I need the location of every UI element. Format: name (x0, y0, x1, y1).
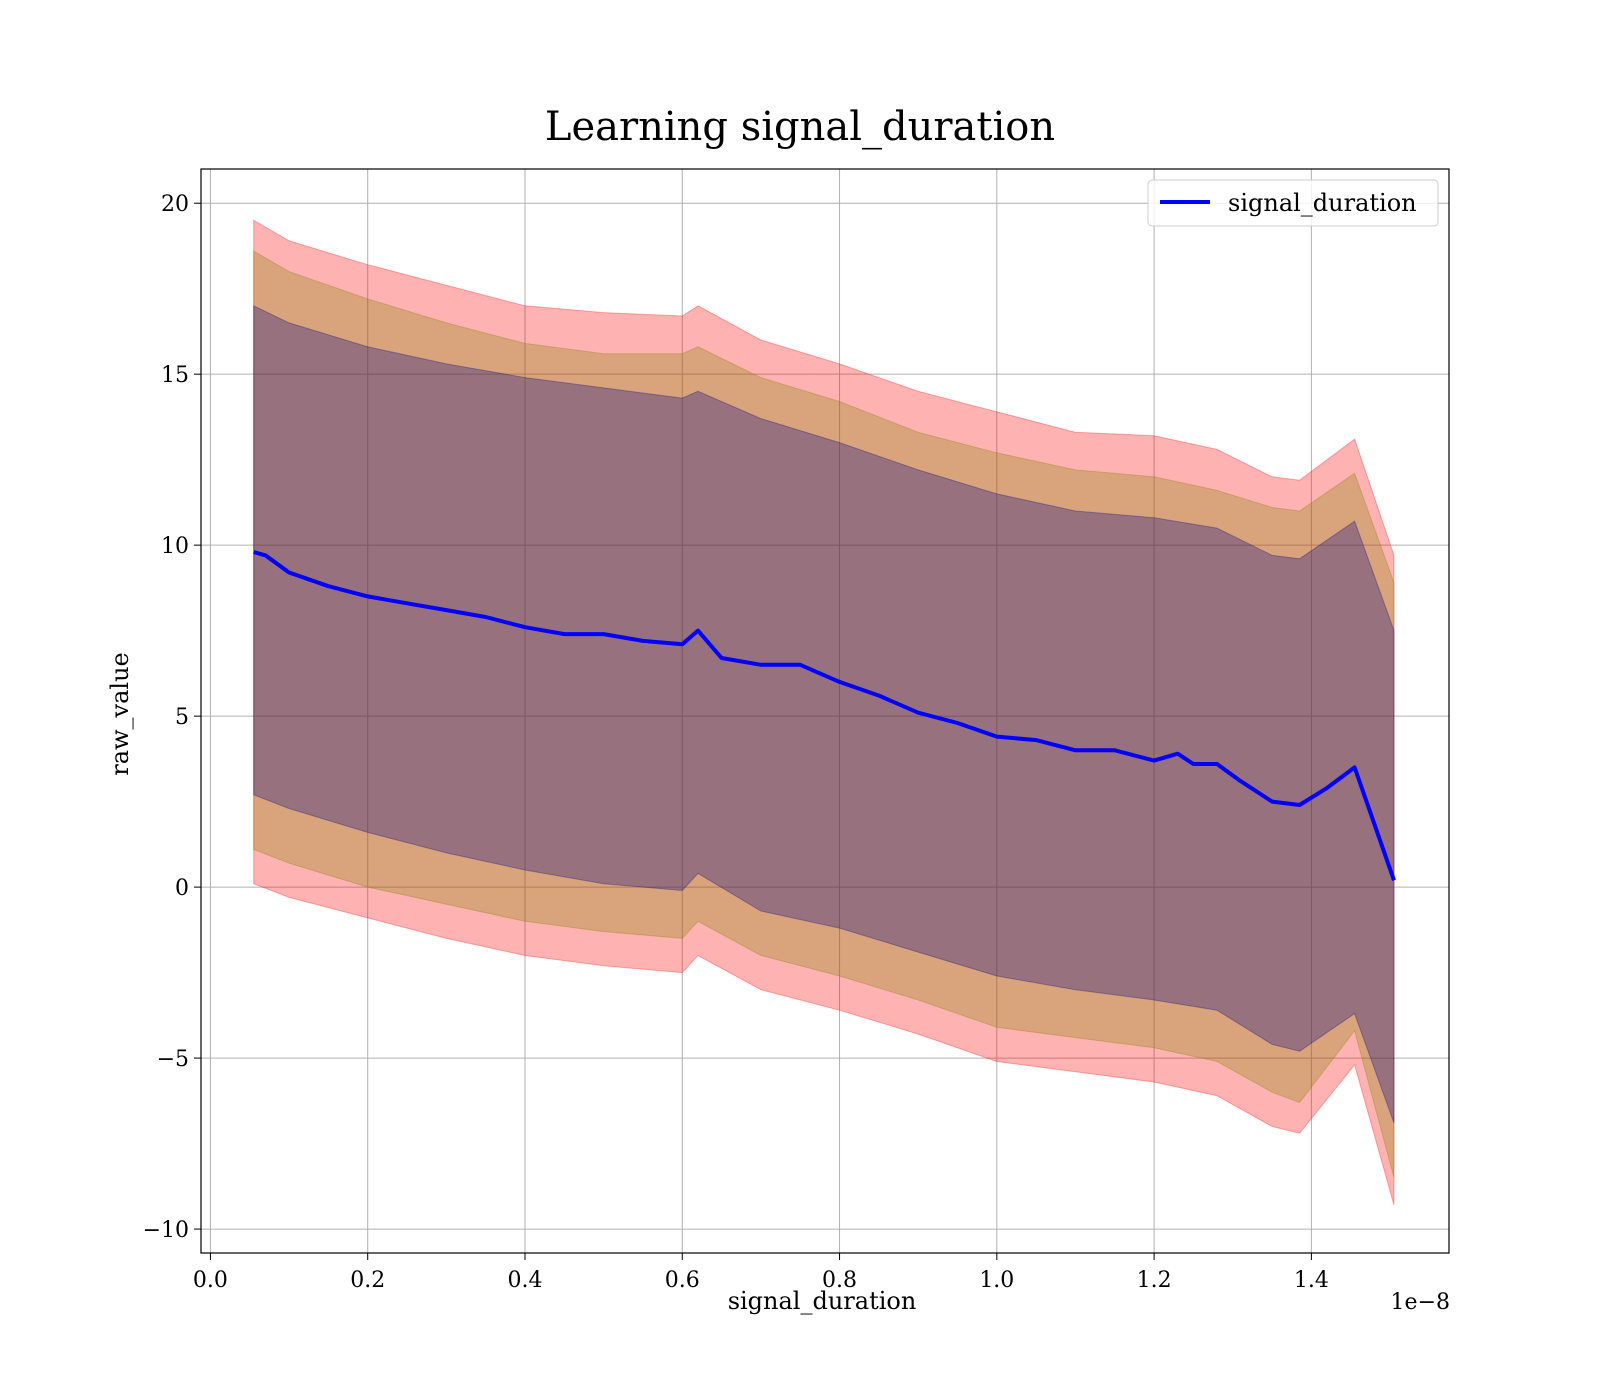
confidence-band (253, 250, 1395, 1178)
x-tick-label: 0.4 (507, 1268, 542, 1293)
legend-box (1147, 179, 1439, 227)
x-tick-label: 0.8 (822, 1268, 857, 1293)
y-tick-label: −5 (157, 1047, 189, 1072)
plot-area: 0.0 0.2 0.4 0.6 0.8 1.0 1.2 1.4 20 15 10 5 0 −5 −10 (143, 168, 1450, 1293)
y-tick-label: 0 (175, 876, 189, 901)
x-tick-label: 0.6 (665, 1268, 700, 1293)
x-tick-label: 1.2 (1137, 1268, 1172, 1293)
plot-frame (200, 168, 1450, 1254)
x-axis-label: signal_duration (728, 1287, 917, 1315)
y-tick-label: 10 (161, 534, 189, 559)
x-offset-label: 1e−8 (1391, 1290, 1450, 1315)
axis-ticks: 0.0 0.2 0.4 0.6 0.8 1.0 1.2 1.4 20 15 10 5 0 −5 −10 (143, 192, 1329, 1293)
x-tick-label: 0.2 (350, 1268, 385, 1293)
confidence-bands (253, 219, 1395, 1206)
series-lines (253, 550, 1396, 881)
x-tick-label: 0.0 (193, 1268, 228, 1293)
chart-title: Learning signal_duration (545, 104, 1055, 150)
grid (201, 169, 1449, 1253)
legend-label-signal-duration: signal_duration (1228, 189, 1417, 217)
y-tick-label: 15 (161, 363, 189, 388)
x-tick-label: 1.4 (1294, 1268, 1329, 1293)
x-tick-label: 1.0 (979, 1268, 1014, 1293)
legend: signal_duration (1147, 179, 1439, 227)
confidence-band (253, 219, 1395, 1206)
y-tick-label: 5 (175, 705, 189, 730)
y-tick-label: 20 (161, 192, 189, 217)
y-axis-label: raw_value (106, 652, 134, 776)
series-line-signal-duration (253, 550, 1396, 881)
y-tick-label: −10 (143, 1218, 189, 1243)
confidence-band (253, 305, 1395, 1124)
